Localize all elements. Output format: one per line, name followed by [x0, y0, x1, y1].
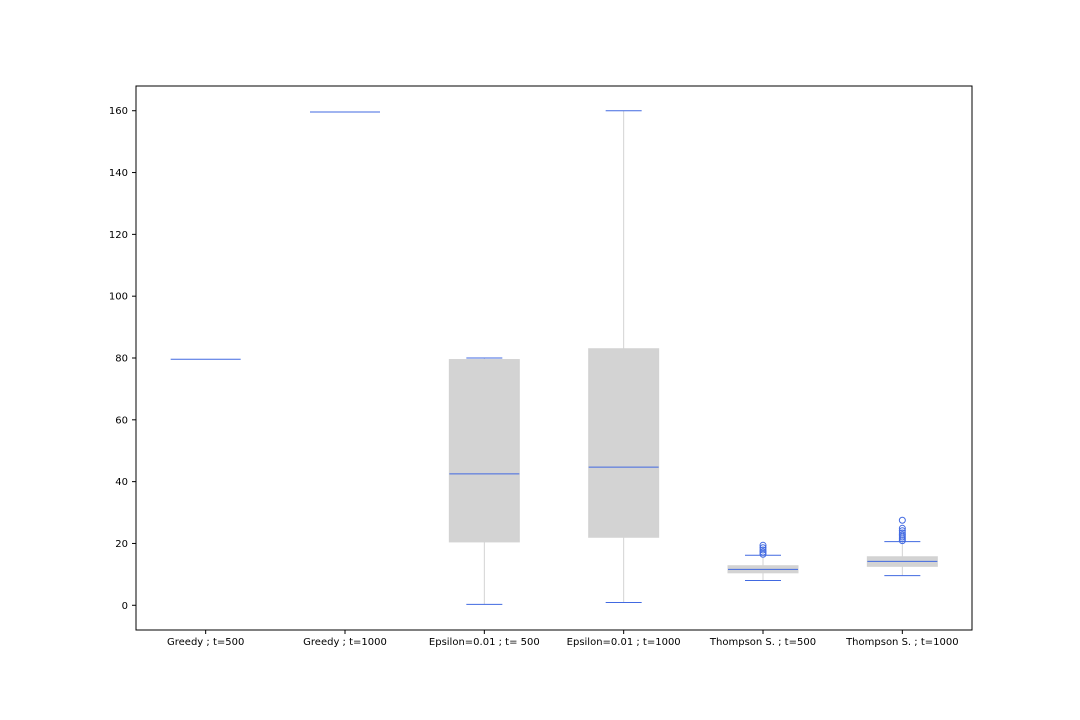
y-tick-label: 120 [109, 230, 128, 241]
outlier-point [898, 529, 906, 537]
x-tick-label: Thompson S. ; t=500 [709, 637, 816, 648]
plot-area: 0 20 40 60 80 100 120 140 160 Greedy ; t=500 Greed… [109, 85, 973, 648]
y-tick-label: 20 [115, 539, 128, 550]
outlier-point [759, 544, 767, 552]
y-tick-label: 60 [115, 415, 128, 426]
outlier-point [898, 524, 906, 532]
outlier-point [759, 546, 767, 554]
x-tick-label: Greedy ; t=500 [167, 637, 244, 648]
x-tick-label: Epsilon=0.01 ; t=1000 [567, 637, 681, 648]
x-tick-label: Greedy ; t=1000 [303, 637, 387, 648]
outlier-point [759, 541, 767, 549]
x-tick-label: Epsilon=0.01 ; t= 500 [429, 637, 540, 648]
y-tick-label: 80 [115, 354, 128, 365]
y-tick-label: 160 [109, 106, 128, 117]
box [588, 348, 660, 538]
y-tick-label: 0 [122, 601, 128, 612]
axes-frame [135, 85, 973, 631]
y-tick-label: 100 [109, 292, 128, 303]
box [448, 359, 520, 543]
y-tick-label: 40 [115, 477, 128, 488]
outlier-point [898, 527, 906, 535]
y-tick-label: 140 [109, 168, 128, 179]
outlier-point [759, 548, 767, 556]
outlier-point [898, 531, 906, 539]
x-tick-label: Thompson S. ; t=1000 [845, 637, 959, 648]
outlier-point [898, 516, 906, 524]
